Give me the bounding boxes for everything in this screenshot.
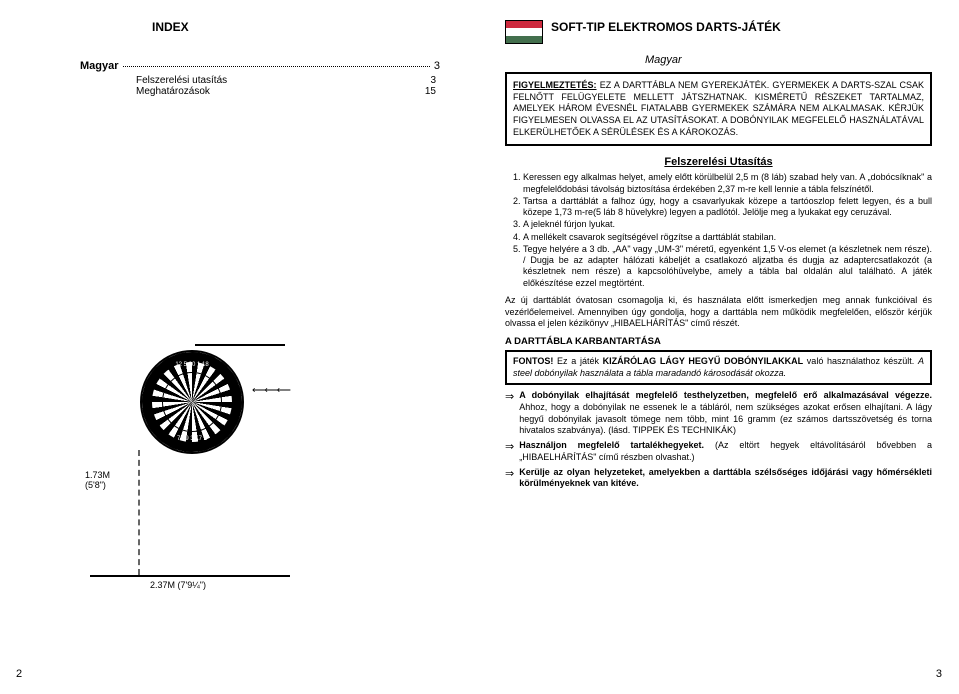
mounting-diagram: 12 5 20 1 18 7 19 3 17 2 ⟵⟵⟵ 1.73M (5'8"…	[40, 330, 300, 590]
page-number: 3	[936, 668, 942, 680]
maintenance-header: A DARTTÁBLA KARBANTARTÁSA	[505, 336, 932, 347]
section-header: Felszerelési Utasítás	[505, 156, 932, 168]
index-table: Magyar 3 Felszerelési utasítás 3 Meghatá…	[80, 58, 446, 97]
tip-item: ⇒Használjon megfelelő tartalékhegyeket. …	[505, 440, 932, 463]
wall-line	[195, 344, 285, 346]
instruction-item: Keressen egy alkalmas helyet, amely előt…	[523, 172, 932, 195]
tip-item: ⇒Kerülje az olyan helyzeteket, amelyekbe…	[505, 467, 932, 490]
index-row: Magyar 3	[80, 58, 440, 75]
intro-paragraph: Az új darttáblát óvatosan csomagolja ki,…	[505, 295, 932, 330]
dart-arrow-icon: ⟵⟵⟵	[252, 385, 289, 396]
floor-line	[90, 575, 290, 577]
warning-label: FIGYELMEZTETÉS:	[513, 80, 597, 90]
throw-distance: 2.37M (7'9¼")	[150, 580, 206, 590]
instructions: Keressen egy alkalmas helyet, amely előt…	[505, 172, 932, 289]
index-subrow: Felszerelési utasítás 3	[136, 75, 436, 86]
hungary-flag-icon	[505, 20, 543, 44]
tip-item: ⇒A dobónyilak elhajítását megfelelő test…	[505, 390, 932, 437]
index-title: INDEX	[152, 20, 446, 34]
instruction-item: Tegye helyére a 3 db. „AA" vagy „UM-3" m…	[523, 244, 932, 289]
page-title: SOFT-TIP ELEKTROMOS DARTS-JÁTÉK	[551, 20, 781, 34]
index-page: 15	[425, 86, 436, 97]
header: SOFT-TIP ELEKTROMOS DARTS-JÁTÉK	[505, 20, 932, 46]
instruction-item: A mellékelt csavarok segítségével rögzít…	[523, 232, 932, 243]
tips-list: ⇒A dobónyilak elhajítását megfelelő test…	[505, 390, 932, 490]
important-box: FONTOS! Ez a játék KIZÁRÓLAG LÁGY HEGYŰ …	[505, 350, 932, 385]
arrow-icon: ⇒	[505, 467, 514, 490]
index-label: Magyar	[80, 58, 119, 75]
center-dash	[138, 450, 140, 575]
warning-box: FIGYELMEZTETÉS: EZ A DARTTÁBLA NEM GYERE…	[505, 72, 932, 146]
instruction-item: Tartsa a darttáblát a falhoz úgy, hogy a…	[523, 196, 932, 219]
page-number: 2	[16, 668, 22, 680]
index-subrow: Meghatározások 15	[136, 86, 436, 97]
index-page: 3	[434, 58, 440, 75]
index-page: 3	[430, 75, 436, 86]
height-label: 1.73M (5'8")	[85, 470, 110, 490]
instruction-item: A jeleknél fúrjon lyukat.	[523, 219, 932, 230]
index-sublabel: Meghatározások	[136, 86, 210, 97]
language-label: Magyar	[645, 54, 932, 66]
arrow-icon: ⇒	[505, 440, 514, 463]
dots	[123, 58, 430, 67]
dartboard-icon: 12 5 20 1 18 7 19 3 17 2	[140, 350, 244, 454]
index-sublabel: Felszerelési utasítás	[136, 75, 227, 86]
arrow-icon: ⇒	[505, 390, 514, 437]
